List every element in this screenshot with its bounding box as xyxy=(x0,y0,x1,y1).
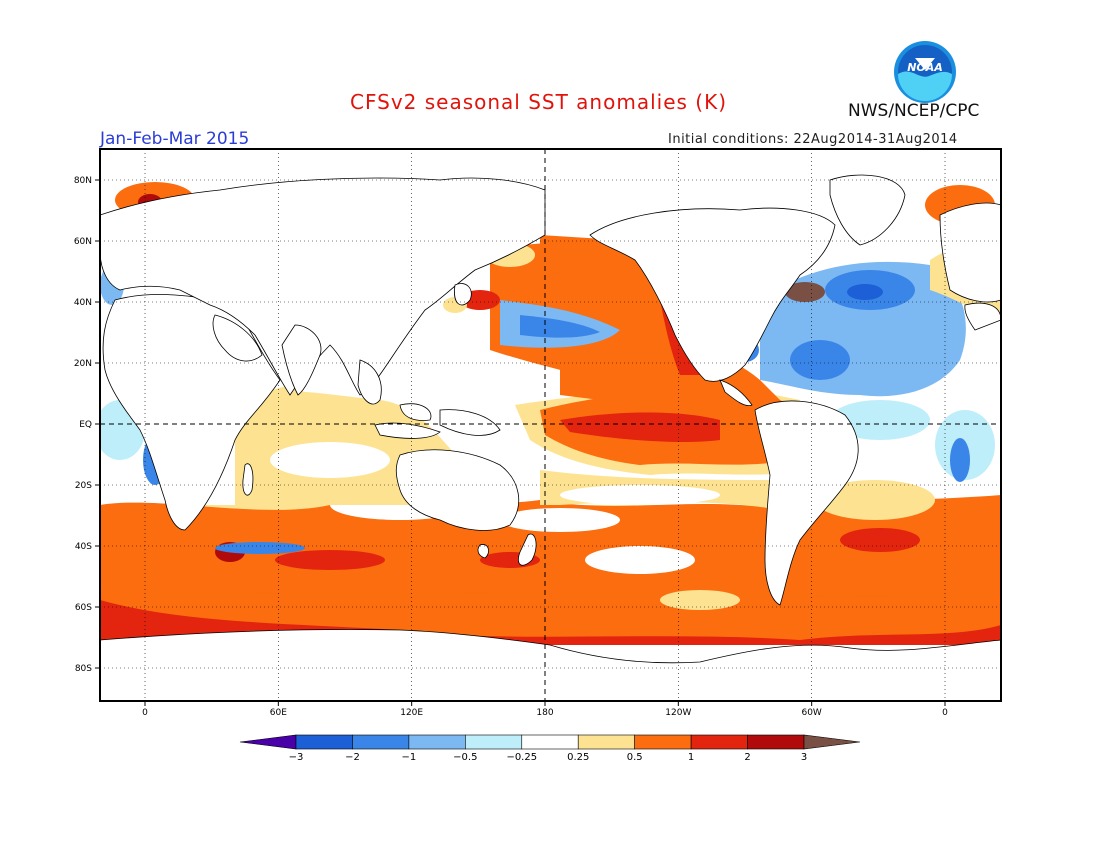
colorbar-label: 0.5 xyxy=(627,752,643,763)
lon-tick-label: 120E xyxy=(400,708,423,718)
colorbar-label: 1 xyxy=(688,752,694,763)
colorbar-box xyxy=(295,734,353,750)
map-title: CFSv2 seasonal SST anomalies (K) xyxy=(350,90,727,114)
lat-tick-label: 80S xyxy=(75,664,92,674)
anomaly-region xyxy=(500,508,620,532)
lon-tick-label: 60E xyxy=(270,708,287,718)
anomaly-region xyxy=(950,438,970,482)
anomaly-region xyxy=(560,485,720,505)
logo-text: NOAA xyxy=(907,61,943,74)
anomaly-region xyxy=(790,340,850,380)
tick-labels: 0 60E 120E 180 120W 60W 0 80N 60N 40N 20N EQ 20S 40S 6… xyxy=(74,176,948,718)
colorbar-label: −2 xyxy=(345,752,360,763)
colorbar-box xyxy=(521,734,579,750)
anomaly-region xyxy=(660,590,740,610)
colorbar-min-arrow xyxy=(239,734,297,750)
lat-tick-label: 60S xyxy=(75,603,92,613)
colorbar-label: −3 xyxy=(289,752,304,763)
agency-label: NWS/NCEP/CPC xyxy=(848,101,980,121)
colorbar-label: −1 xyxy=(402,752,417,763)
lon-tick-label: 180 xyxy=(536,708,553,718)
anomaly-region xyxy=(270,442,390,478)
anomaly-region xyxy=(275,550,385,570)
anomaly-region xyxy=(585,546,695,574)
colorbar-box xyxy=(465,734,523,750)
lat-tick-label: EQ xyxy=(79,420,92,430)
anomaly-region xyxy=(560,412,720,443)
colorbar-box xyxy=(352,734,410,750)
forecast-period: Jan-Feb-Mar 2015 xyxy=(100,129,250,149)
noaa-logo: NOAA xyxy=(894,41,956,103)
lon-tick-label: 60W xyxy=(801,708,821,718)
anomaly-region xyxy=(215,542,305,554)
lon-tick-label: 0 xyxy=(942,708,948,718)
colorbar-label: 2 xyxy=(744,752,750,763)
anomaly-region xyxy=(785,282,825,302)
lat-tick-label: 60N xyxy=(74,237,92,247)
colorbar-max-arrow xyxy=(803,734,861,750)
lat-tick-label: 80N xyxy=(74,176,92,186)
lat-tick-label: 40S xyxy=(75,542,92,552)
graticule xyxy=(95,149,1001,706)
colorbar-label: −0.25 xyxy=(506,752,537,763)
colorbar-label: 3 xyxy=(801,752,807,763)
lon-tick-label: 120W xyxy=(665,708,691,718)
colorbar-box xyxy=(634,734,692,750)
anomaly-region xyxy=(815,480,935,520)
initial-conditions: Initial conditions: 22Aug2014-31Aug2014 xyxy=(668,132,958,147)
lon-tick-label: 0 xyxy=(142,708,148,718)
colorbar-box xyxy=(690,734,748,750)
anomaly-region xyxy=(830,400,930,440)
map-field xyxy=(100,149,1001,701)
landmasses xyxy=(100,174,1001,701)
lat-tick-label: 20S xyxy=(75,481,92,491)
colorbar-label: 0.25 xyxy=(567,752,589,763)
colorbar-box xyxy=(408,734,466,750)
colorbar-box xyxy=(577,734,635,750)
anomaly-region xyxy=(847,284,883,300)
lat-tick-label: 40N xyxy=(74,298,92,308)
anomaly-region xyxy=(520,315,600,338)
map-frame xyxy=(99,148,1002,702)
lat-tick-label: 20N xyxy=(74,359,92,369)
colorbar-box xyxy=(747,734,805,750)
colorbar-label: −0.5 xyxy=(453,752,477,763)
